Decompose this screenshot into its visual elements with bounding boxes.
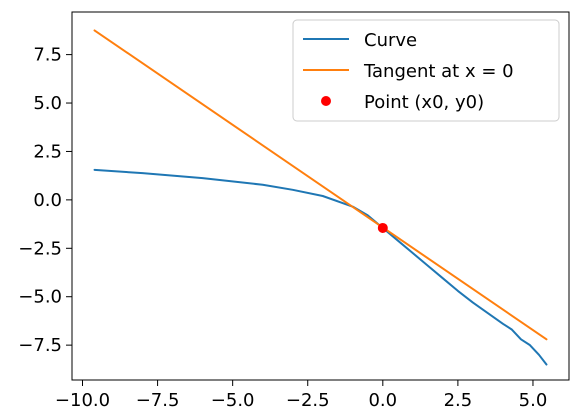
y-tick-label-3: 0.0: [33, 190, 62, 211]
legend-label-tangent: Tangent at x = 0: [363, 61, 514, 82]
axes-frame: [71, 11, 570, 381]
legend-label-point: Point (x0, y0): [364, 92, 484, 113]
legend-label-curve: Curve: [364, 30, 417, 51]
series-layer: [93, 29, 548, 366]
y-tick-label-0: −7.5: [18, 335, 62, 356]
x-tick-label-3: −2.5: [286, 390, 330, 411]
legend-box: [292, 19, 560, 122]
series-line-1: [93, 29, 548, 341]
axes-layer: −10.0 −7.5 −5.0 −2.5 0.0 2.5 5.0 −7.5 −5.0 −2.5 0.…: [18, 11, 570, 411]
y-tick-label-4: 2.5: [33, 141, 62, 162]
legend-marker-point: [321, 96, 331, 106]
x-tick-label-5: 2.5: [444, 390, 473, 411]
x-tick-label-4: 0.0: [368, 390, 397, 411]
series-line-0: [93, 168, 548, 366]
x-tick-label-1: −7.5: [136, 390, 180, 411]
legend: Curve Tangent at x = 0 Point (x0, y0): [292, 19, 560, 122]
y-tick-label-5: 5.0: [33, 93, 62, 114]
y-tick-label-6: 7.5: [33, 45, 62, 66]
x-tick-label-2: −5.0: [211, 390, 255, 411]
x-tick-label-6: 5.0: [519, 390, 548, 411]
y-tick-label-1: −5.0: [18, 287, 62, 308]
scatter-point-0: [377, 222, 388, 233]
x-tick-label-0: −10.0: [55, 390, 110, 411]
y-tick-label-2: −2.5: [18, 238, 62, 259]
